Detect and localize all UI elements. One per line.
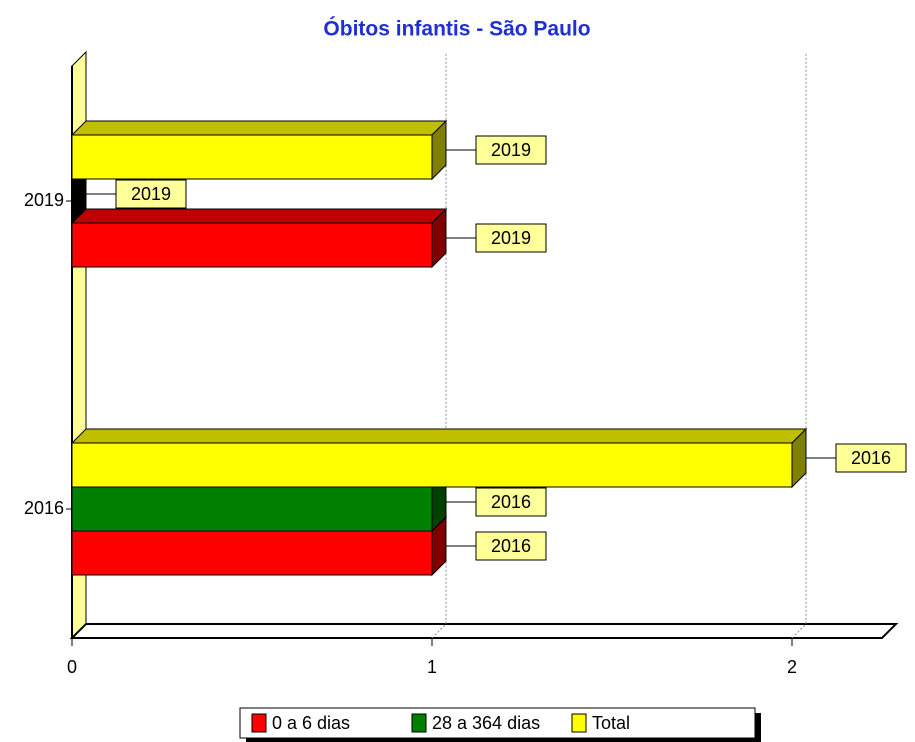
legend-label: Total bbox=[592, 713, 630, 733]
bar-face bbox=[71, 530, 433, 576]
grid-line bbox=[791, 52, 807, 639]
chart-title: Óbitos infantis - São Paulo bbox=[323, 17, 590, 41]
data-label: 2019 bbox=[491, 228, 531, 248]
x-tick-label: 0 bbox=[67, 657, 77, 677]
legend-label: 28 a 364 dias bbox=[432, 713, 540, 733]
data-label: 2019 bbox=[491, 140, 531, 160]
data-label-box bbox=[475, 487, 547, 517]
data-label: 2019 bbox=[131, 184, 171, 204]
bar-face bbox=[70, 428, 808, 444]
bar-face bbox=[71, 222, 433, 268]
bar-face bbox=[70, 120, 448, 136]
data-label-box bbox=[475, 135, 547, 165]
data-label-box bbox=[115, 179, 187, 209]
data-label: 2016 bbox=[491, 536, 531, 556]
floor bbox=[69, 623, 899, 639]
bar bbox=[70, 207, 448, 269]
y-tick-label: 2016 bbox=[24, 498, 64, 518]
legend-label: 0 a 6 dias bbox=[272, 713, 350, 733]
bar-face bbox=[70, 208, 448, 224]
bar-face bbox=[71, 134, 433, 180]
data-label-box bbox=[835, 443, 907, 473]
legend-swatch bbox=[571, 713, 587, 733]
legend bbox=[239, 707, 756, 739]
bar bbox=[70, 427, 808, 489]
legend-swatch bbox=[411, 713, 427, 733]
bar-face bbox=[71, 442, 793, 488]
bar-face bbox=[71, 486, 433, 532]
bar bbox=[70, 119, 448, 181]
x-tick-label: 2 bbox=[787, 657, 797, 677]
data-label: 2016 bbox=[851, 448, 891, 468]
data-label: 2016 bbox=[491, 492, 531, 512]
data-label-box bbox=[475, 223, 547, 253]
data-label-box bbox=[475, 531, 547, 561]
y-tick-label: 2019 bbox=[24, 190, 64, 210]
x-tick-label: 1 bbox=[427, 657, 437, 677]
legend-swatch bbox=[251, 713, 267, 733]
